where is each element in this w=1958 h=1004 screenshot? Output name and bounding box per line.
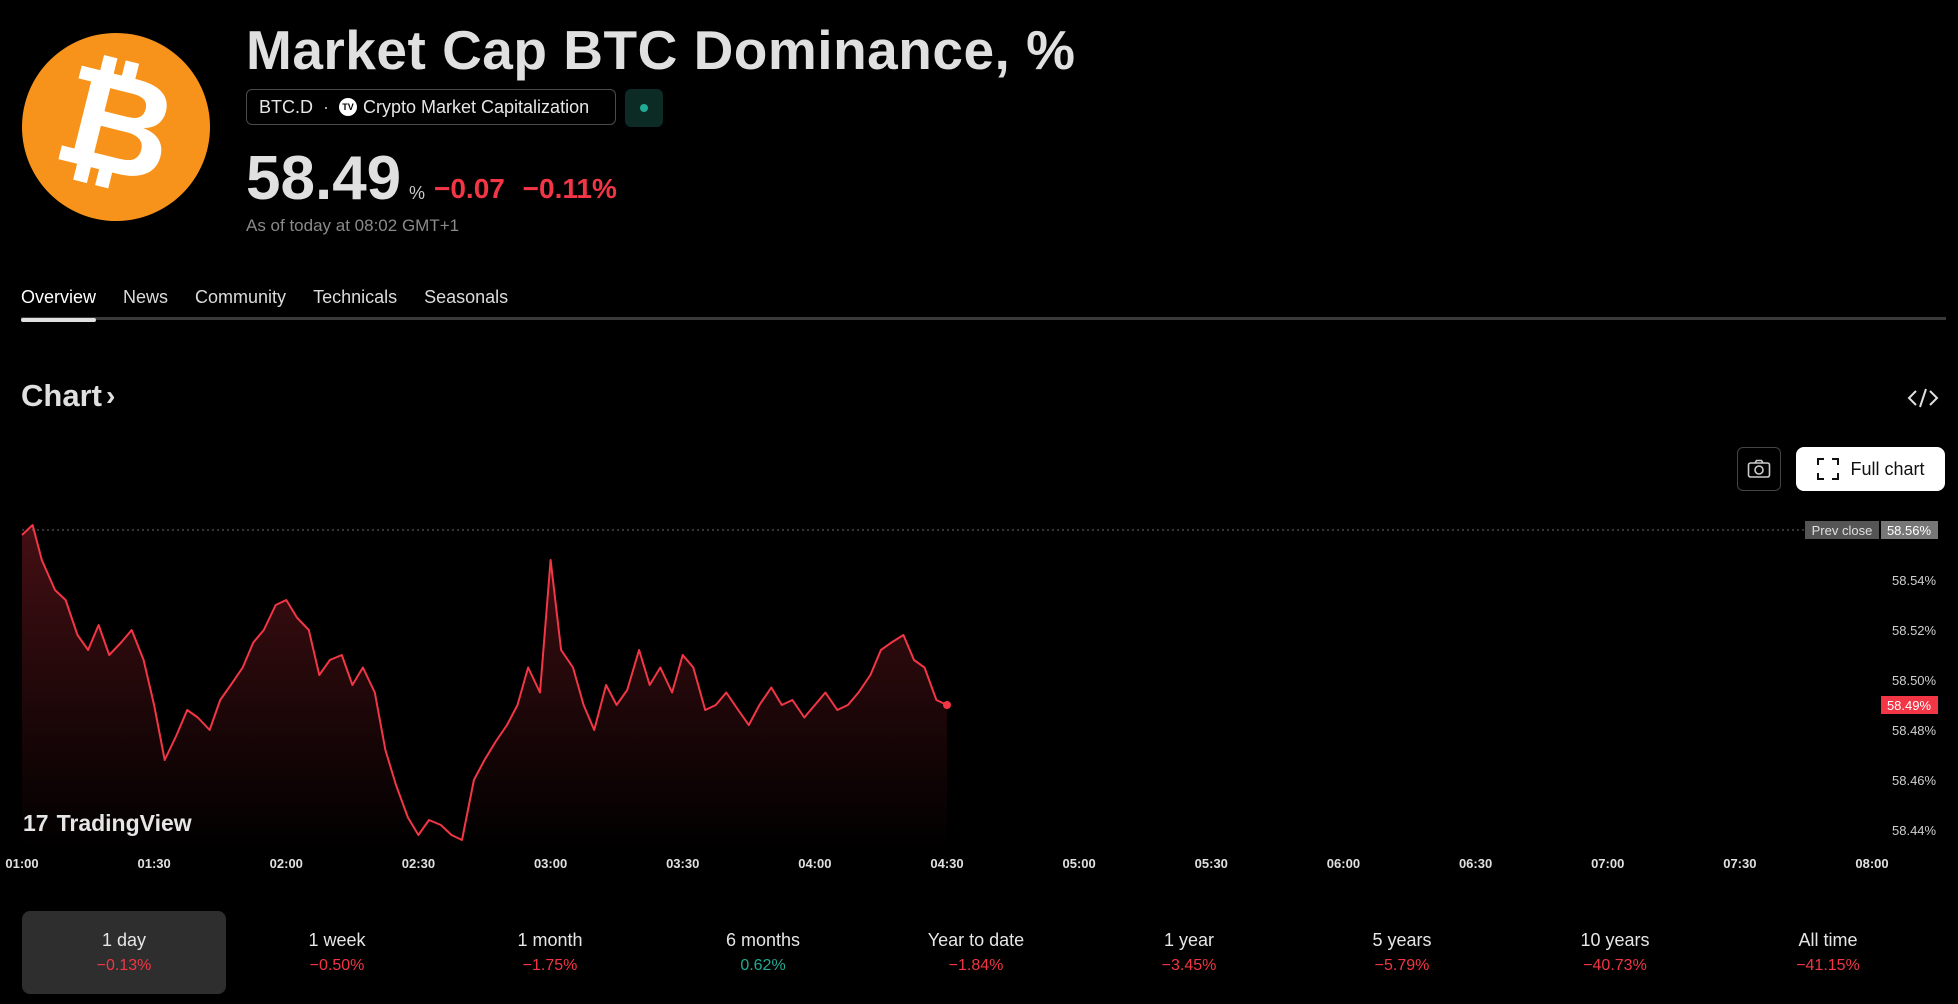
last-value-label: 58.49% bbox=[1887, 698, 1932, 713]
y-tick-label: 58.52% bbox=[1892, 623, 1937, 638]
period-label: 6 months bbox=[725, 930, 801, 950]
tradingview-glyph-icon: 17 bbox=[23, 810, 49, 836]
x-tick-label: 03:30 bbox=[666, 856, 699, 871]
x-tick-label: 02:00 bbox=[270, 856, 303, 871]
x-tick-label: 08:00 bbox=[1855, 856, 1888, 871]
tab-community[interactable]: Community bbox=[195, 287, 287, 307]
period-option-10-years[interactable]: 10 years −40.73% bbox=[1513, 911, 1717, 994]
period-option-1-day[interactable]: 1 day −0.13% bbox=[22, 911, 226, 994]
tradingview-brand: TradingView bbox=[56, 810, 192, 836]
x-tick-label: 01:30 bbox=[138, 856, 171, 871]
period-selector: 1 day −0.13% 1 week −0.50% 1 month −1.75% 6 mo… bbox=[22, 911, 1942, 994]
x-tick-label: 05:00 bbox=[1063, 856, 1096, 871]
x-tick-label: 07:00 bbox=[1591, 856, 1624, 871]
tradingview-mini-icon: TV bbox=[339, 98, 357, 116]
full-chart-label: Full chart bbox=[1850, 458, 1925, 479]
period-change: −40.73% bbox=[1583, 957, 1647, 974]
chevron-right-icon: › bbox=[105, 380, 116, 411]
tab-technicals[interactable]: Technicals bbox=[313, 287, 398, 307]
y-tick-label: 58.54% bbox=[1892, 573, 1937, 588]
bitcoin-logo: ₿ bbox=[22, 31, 210, 221]
tradingview-logo[interactable]: 17 TradingView bbox=[23, 810, 192, 837]
symbol-separator: · bbox=[323, 96, 329, 117]
price-change-percent: −0.11% bbox=[522, 173, 617, 204]
period-label: All time bbox=[1798, 930, 1858, 950]
prev-close-label: Prev close bbox=[1812, 523, 1873, 538]
period-option-6-months[interactable]: 6 months 0.62% bbox=[661, 911, 865, 994]
y-tick-label: 58.46% bbox=[1892, 773, 1937, 788]
period-label: 1 year bbox=[1163, 930, 1215, 950]
camera-icon bbox=[1747, 459, 1771, 478]
price-chart[interactable]: 58.44% 58.46% 58.48% 58.50% 58.52% 58.54% 01:0… bbox=[0, 500, 1958, 880]
period-option-year-to-date[interactable]: Year to date −1.84% bbox=[874, 911, 1078, 994]
tab-news[interactable]: News bbox=[123, 287, 169, 307]
symbol-source: Crypto Market Capitalization bbox=[363, 96, 590, 117]
x-tick-label: 04:00 bbox=[798, 856, 831, 871]
period-option-1-week[interactable]: 1 week −0.50% bbox=[235, 911, 439, 994]
price-area-fill bbox=[22, 525, 947, 850]
snapshot-button[interactable] bbox=[1737, 447, 1781, 491]
last-point-marker bbox=[943, 701, 951, 709]
price-unit: % bbox=[409, 183, 426, 203]
y-tick-label: 58.50% bbox=[1892, 673, 1937, 688]
price-change-absolute: −0.07 bbox=[434, 173, 505, 204]
period-change: −41.15% bbox=[1796, 957, 1860, 974]
embed-code-icon[interactable] bbox=[1906, 384, 1940, 412]
x-tick-label: 02:30 bbox=[402, 856, 435, 871]
x-tick-label: 07:30 bbox=[1723, 856, 1756, 871]
fullscreen-icon bbox=[1817, 458, 1840, 480]
market-status-indicator[interactable] bbox=[625, 89, 663, 127]
period-label: 10 years bbox=[1580, 930, 1650, 950]
period-change: −0.50% bbox=[309, 957, 365, 974]
period-option-1-year[interactable]: 1 year −3.45% bbox=[1087, 911, 1291, 994]
period-change: −1.75% bbox=[522, 957, 578, 974]
period-label: 1 week bbox=[308, 930, 366, 950]
period-option-1-month[interactable]: 1 month −1.75% bbox=[448, 911, 652, 994]
page-title: Market Cap BTC Dominance, % bbox=[246, 19, 1076, 81]
x-tick-label: 06:30 bbox=[1459, 856, 1492, 871]
chart-section-title: Chart bbox=[21, 378, 102, 413]
period-label: 1 month bbox=[517, 930, 583, 950]
symbol-ticker: BTC.D bbox=[259, 96, 313, 117]
x-tick-label: 06:00 bbox=[1327, 856, 1360, 871]
x-tick-label: 05:30 bbox=[1195, 856, 1228, 871]
y-tick-label: 58.44% bbox=[1892, 823, 1937, 838]
prev-close-value: 58.56% bbox=[1887, 523, 1932, 538]
y-tick-label: 58.48% bbox=[1892, 723, 1937, 738]
period-change: 0.62% bbox=[740, 957, 786, 974]
price-change: −0.07 −0.11% bbox=[434, 173, 617, 205]
status-dot-icon bbox=[640, 104, 648, 112]
x-tick-label: 03:00 bbox=[534, 856, 567, 871]
x-tick-label: 04:30 bbox=[930, 856, 963, 871]
price-line bbox=[21, 524, 948, 841]
period-label: Year to date bbox=[927, 930, 1025, 950]
period-change: −1.84% bbox=[948, 957, 1004, 974]
as-of-timestamp: As of today at 08:02 GMT+1 bbox=[246, 216, 460, 235]
tab-overview[interactable]: Overview bbox=[21, 287, 97, 322]
tab-bar: Overview News Community Technicals Seaso… bbox=[21, 287, 535, 322]
full-chart-button[interactable]: Full chart bbox=[1796, 447, 1945, 491]
tab-divider bbox=[21, 317, 1946, 320]
bitcoin-glyph: ₿ bbox=[41, 31, 192, 218]
period-change: −5.79% bbox=[1374, 957, 1430, 974]
x-tick-label: 01:00 bbox=[5, 856, 38, 871]
symbol-pill[interactable]: BTC.D · TV Crypto Market Capitalization bbox=[246, 89, 616, 125]
period-option-5-years[interactable]: 5 years −5.79% bbox=[1300, 911, 1504, 994]
chart-section-link[interactable]: Chart › bbox=[21, 378, 115, 414]
period-label: 5 years bbox=[1372, 930, 1432, 950]
period-label: 1 day bbox=[101, 930, 147, 950]
prev-close-badge bbox=[1805, 521, 1879, 539]
tab-seasonals[interactable]: Seasonals bbox=[424, 287, 509, 307]
period-change: −0.13% bbox=[96, 957, 152, 974]
last-value-badge bbox=[1881, 696, 1938, 714]
period-change: −3.45% bbox=[1161, 957, 1217, 974]
period-option-all-time[interactable]: All time −41.15% bbox=[1726, 911, 1930, 994]
prev-close-value-badge bbox=[1881, 521, 1938, 539]
current-price: 58.49 bbox=[246, 144, 402, 213]
